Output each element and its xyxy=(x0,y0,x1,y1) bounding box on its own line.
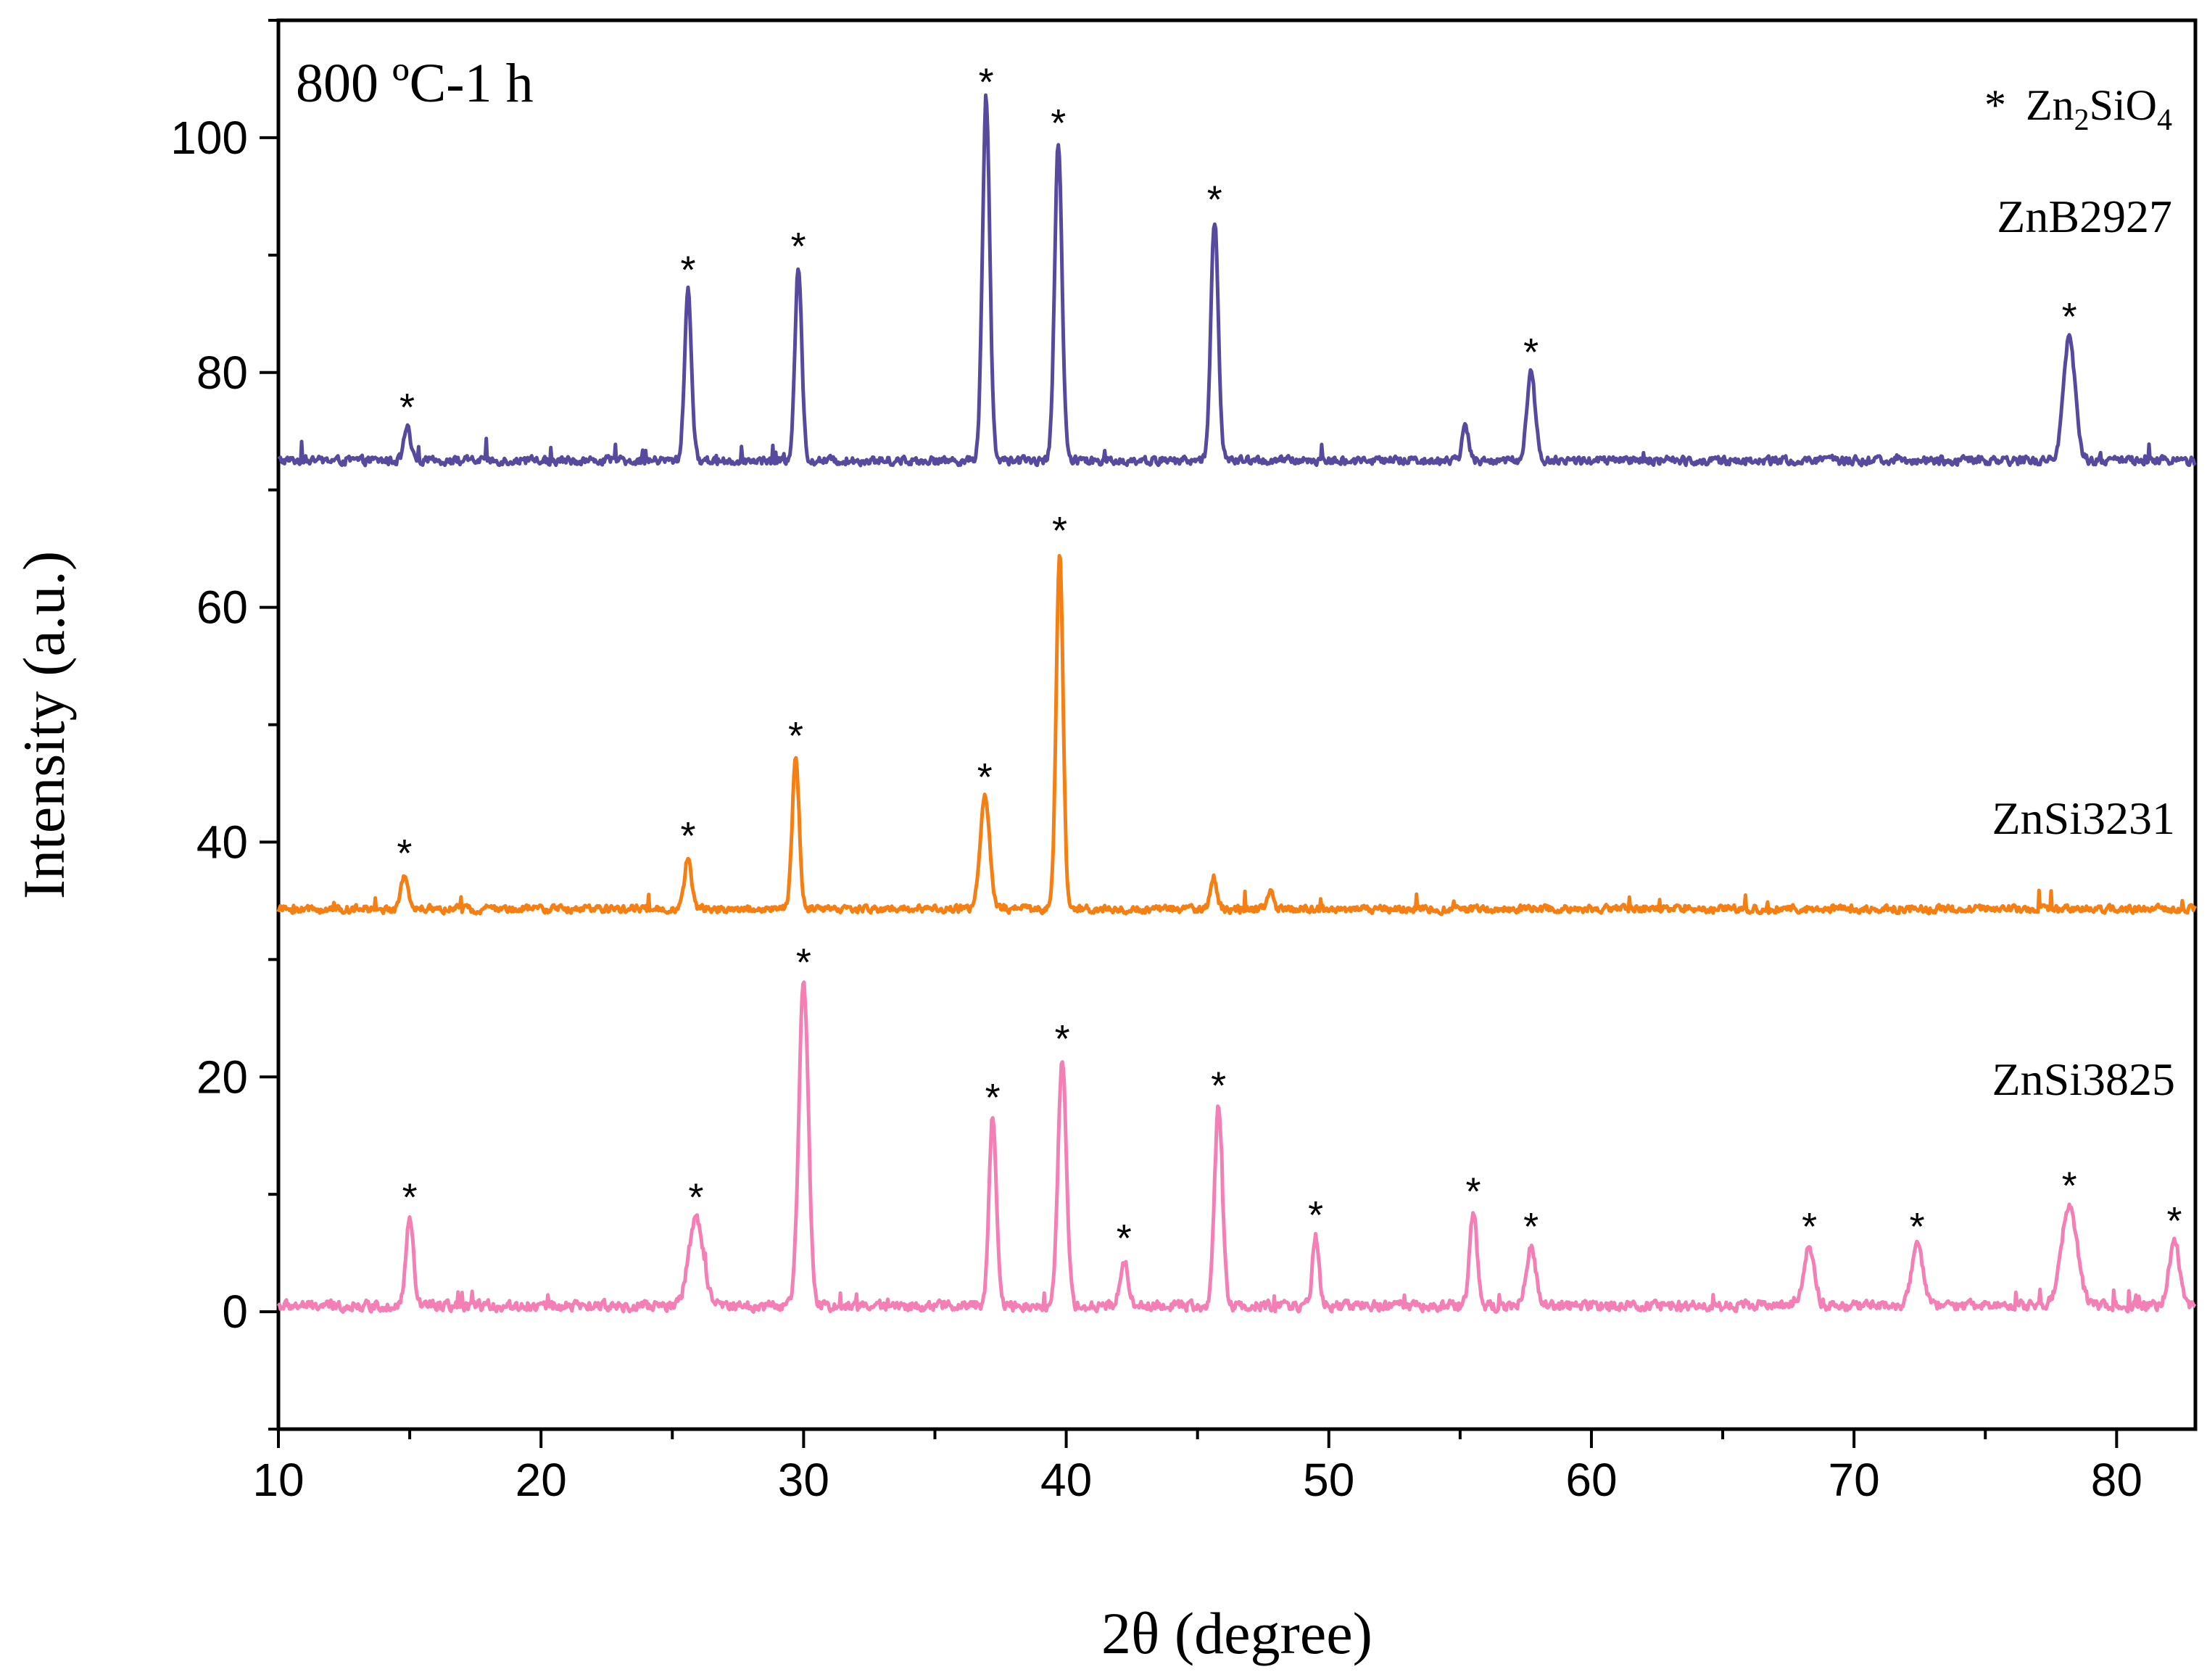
y-tick-label: 100 xyxy=(170,112,248,164)
peak-star-marker: * xyxy=(2062,295,2077,339)
legend-text-sio: SiO xyxy=(2090,81,2157,129)
peak-star-marker: * xyxy=(1910,1205,1925,1249)
y-tick-label: 80 xyxy=(196,347,248,399)
legend-sub-4: 4 xyxy=(2157,104,2172,137)
peak-star-marker: * xyxy=(979,60,994,104)
peak-star-marker: * xyxy=(1465,1170,1481,1213)
y-tick-label: 0 xyxy=(222,1286,248,1338)
x-axis-title: 2θ (degree) xyxy=(1101,1600,1372,1666)
series-line-znsi3231 xyxy=(276,554,2198,916)
series-line-znsi3825 xyxy=(276,980,2197,1315)
peak-star-marker: * xyxy=(1051,102,1066,145)
peak-star-marker: * xyxy=(402,1176,418,1220)
peak-markers: * * * * * * * * * * * * * * * * * * * * * * * * * * * xyxy=(397,60,2182,1260)
series-label-znsi3825: ZnSi3825 xyxy=(1992,1054,2175,1105)
peak-star-marker: * xyxy=(791,225,806,268)
peak-star-marker: * xyxy=(1802,1205,1817,1249)
peak-star-marker: * xyxy=(977,756,993,799)
y-tick-label: 40 xyxy=(196,816,248,868)
peak-star-marker: * xyxy=(2167,1199,2182,1243)
peak-star-marker: * xyxy=(681,814,696,858)
legend-marker: * xyxy=(1984,81,2006,129)
x-tick-label: 70 xyxy=(1829,1454,1880,1506)
peak-star-marker: * xyxy=(681,248,696,291)
peak-star-marker: * xyxy=(1207,178,1222,221)
peak-star-marker: * xyxy=(1052,509,1067,553)
x-tick-label: 80 xyxy=(2091,1454,2142,1506)
peak-star-marker: * xyxy=(1211,1064,1226,1108)
peak-star-marker: * xyxy=(397,832,412,875)
peak-star-marker: * xyxy=(796,941,811,985)
peak-star-marker: * xyxy=(399,386,415,429)
legend: * Zn2SiO4 xyxy=(1984,81,2172,137)
series-label-znsi3231: ZnSi3231 xyxy=(1992,793,2175,844)
peak-star-marker: * xyxy=(788,714,803,758)
peak-star-marker: * xyxy=(688,1176,703,1220)
peak-star-marker: * xyxy=(1117,1217,1132,1260)
peak-star-marker: * xyxy=(1308,1193,1323,1237)
peak-star-marker: * xyxy=(1523,331,1539,374)
series-layer xyxy=(276,93,2198,1315)
axis-ticks: 10 20 30 40 50 60 70 80 0 20 40 60 80 100 xyxy=(170,19,2142,1506)
series-label-znb2927: ZnB2927 xyxy=(1997,191,2172,242)
peak-star-marker: * xyxy=(985,1076,1001,1120)
peak-star-marker: * xyxy=(1523,1205,1539,1249)
x-tick-label: 50 xyxy=(1303,1454,1354,1506)
series-line-znb2927 xyxy=(277,93,2197,468)
legend-text-zn: Zn xyxy=(2026,81,2074,129)
peak-star-marker: * xyxy=(1055,1017,1070,1061)
svg-text:* Zn2SiO4: * Zn2SiO4 xyxy=(1984,81,2172,137)
y-tick-label: 60 xyxy=(196,582,248,634)
peak-star-marker: * xyxy=(2062,1164,2077,1207)
y-axis-title: Intensity (a.u.) xyxy=(11,551,77,899)
x-tick-label: 60 xyxy=(1565,1454,1617,1506)
legend-sub-2: 2 xyxy=(2074,104,2090,137)
x-tick-label: 30 xyxy=(778,1454,829,1506)
y-tick-label: 20 xyxy=(196,1051,248,1103)
plot-frame xyxy=(276,18,2198,1431)
x-tick-label: 20 xyxy=(515,1454,567,1506)
x-tick-label: 10 xyxy=(252,1454,304,1506)
x-tick-label: 40 xyxy=(1040,1454,1092,1506)
annotation-temperature: 800 ºC-1 h xyxy=(296,53,534,114)
